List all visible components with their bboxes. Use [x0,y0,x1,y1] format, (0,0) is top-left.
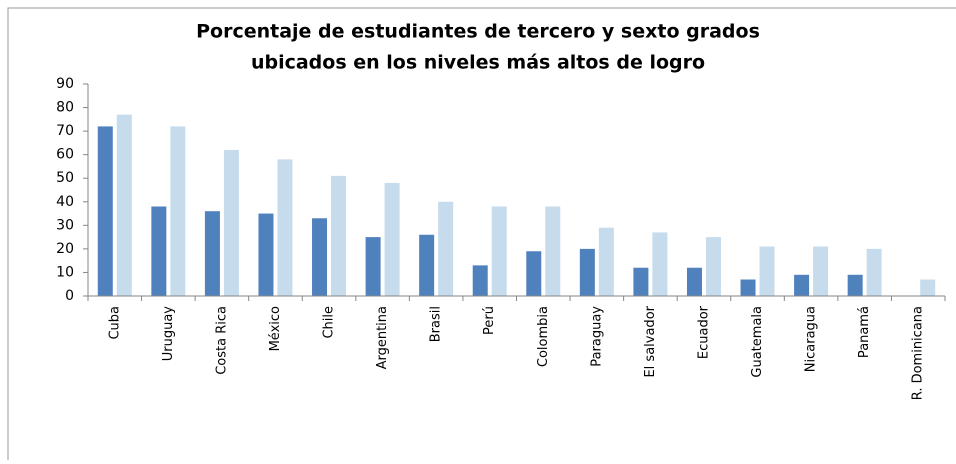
y-tick-label: 80 [56,100,74,116]
bar [419,234,435,296]
x-tick-label: Uruguay [161,306,176,362]
y-tick-label: 20 [56,241,74,257]
bar [920,279,936,296]
y-tick-label: 70 [56,123,74,139]
x-tick-label: Guatemala [750,306,765,378]
y-tick-label: 0 [65,288,74,304]
y-tick-label: 10 [56,264,74,280]
bar [740,279,756,296]
x-tick-label: R. Dominicana [911,306,926,400]
x-tick-label: Nicaragua [804,306,819,372]
frame [7,7,956,460]
bar [579,248,595,296]
x-tick-label: Cuba [107,306,122,340]
bar [258,213,274,296]
bar [170,126,186,297]
x-tick-label: Panamá [857,306,872,358]
bar [204,211,220,296]
y-tick-label: 40 [56,194,74,210]
bar [847,274,863,296]
bar [223,149,239,296]
x-tick-label: México [268,306,283,351]
bar [491,206,507,296]
bar [331,175,347,296]
bar [759,246,775,296]
x-tick-label: El salvador [643,305,658,377]
bar [526,251,542,296]
bar [545,206,561,296]
y-tick-label: 90 [56,76,74,92]
bar [438,201,454,296]
x-tick-label: Chile [322,306,337,339]
x-tick-label: Ecuador [696,305,711,359]
bar [277,159,293,296]
bar [365,237,381,296]
bar [813,246,829,296]
x-tick-label: Perú [482,306,497,335]
bar [312,218,328,296]
bar [866,248,882,296]
y-tick-label: 60 [56,147,74,163]
bar [116,114,132,296]
bar [652,232,668,296]
bar [384,182,400,296]
x-tick-label: Brasil [429,306,444,342]
x-tick-label: Paraguay [589,306,604,367]
bar [686,267,702,296]
chart-title: ubicados en los niveles más altos de log… [251,52,705,74]
bar [97,126,113,297]
bar [633,267,649,296]
y-tick-label: 50 [56,170,74,186]
chart-title: Porcentaje de estudiantes de tercero y s… [196,21,760,43]
x-tick-label: Colombia [536,306,551,367]
bar [598,227,614,296]
y-tick-label: 30 [56,217,74,233]
bar [705,237,721,296]
x-tick-label: Costa Rica [214,306,229,375]
bar [151,206,167,296]
bar [472,265,488,296]
bar [794,274,810,296]
x-tick-label: Argentina [375,306,390,369]
